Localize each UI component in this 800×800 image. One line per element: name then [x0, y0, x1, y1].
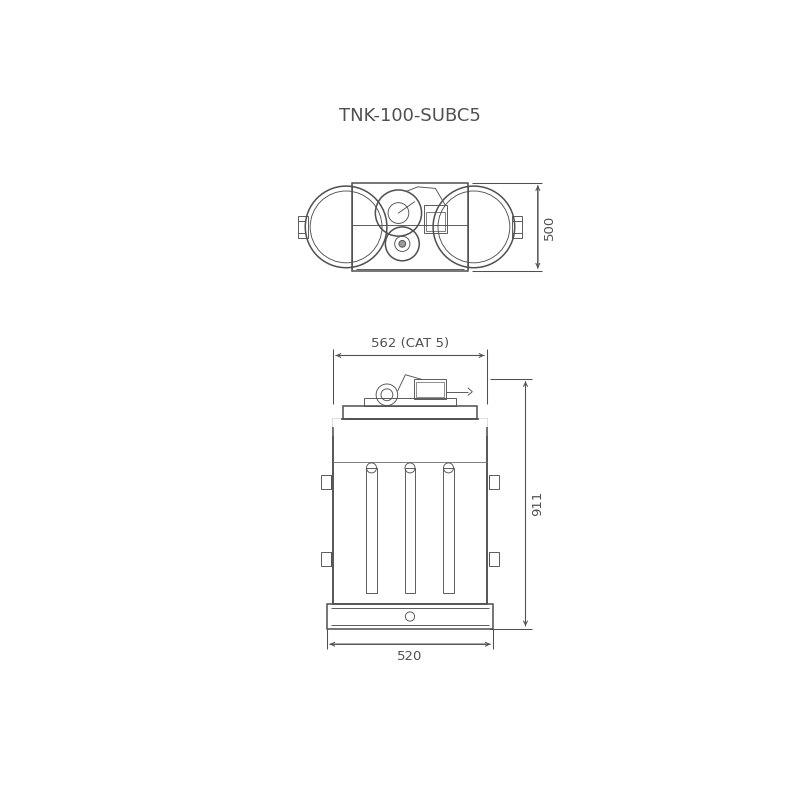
Bar	[366, 468, 377, 594]
Bar	[416, 382, 444, 397]
Bar	[322, 475, 330, 489]
Bar	[298, 216, 308, 238]
Text: 500: 500	[543, 214, 556, 239]
Bar	[490, 475, 498, 489]
Text: TNK-100-SUBC5: TNK-100-SUBC5	[339, 107, 481, 126]
Bar	[443, 468, 454, 594]
Bar	[490, 552, 498, 566]
Bar	[405, 468, 415, 594]
Bar	[414, 379, 446, 399]
Bar	[364, 398, 456, 406]
Text: 520: 520	[398, 650, 422, 662]
Bar	[352, 182, 468, 271]
Bar	[512, 216, 522, 238]
Bar	[322, 552, 330, 566]
Bar	[426, 212, 445, 230]
Bar	[327, 604, 493, 629]
Bar	[342, 406, 478, 419]
Bar	[472, 419, 487, 435]
Bar	[333, 419, 349, 435]
Circle shape	[399, 241, 406, 247]
Bar	[333, 419, 487, 604]
Text: 911: 911	[531, 491, 544, 517]
Bar	[424, 206, 447, 233]
Text: 562 (CAT 5): 562 (CAT 5)	[371, 337, 449, 350]
